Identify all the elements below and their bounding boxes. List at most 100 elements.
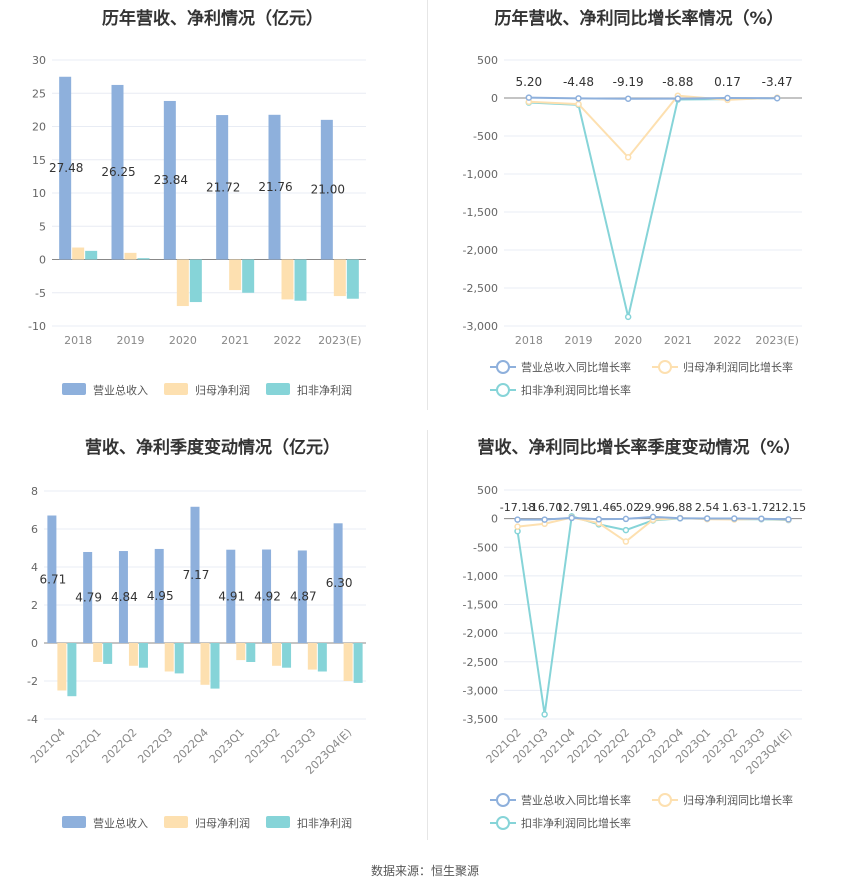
bar-net-profit: [236, 643, 246, 661]
y-tick-label: -4: [27, 713, 38, 726]
bar-net-profit: [307, 643, 317, 670]
quarterly-revenue-profit-chart: 营收、净利季度变动情况（亿元） -4 -2 0 2 4 6 8 6.71 2021Q4 4.79 2…: [0, 425, 425, 845]
point-value-label: 5.20: [515, 75, 542, 89]
series-line-revenue: [528, 96, 778, 100]
bar-deducted-profit: [210, 643, 220, 689]
series-point: [674, 95, 682, 102]
point-value-label: 12.79: [556, 501, 588, 514]
legend-marker: [658, 793, 672, 807]
legend-label: 扣非净利润同比增长率: [521, 816, 631, 830]
legend-marker: [496, 816, 510, 830]
x-tick-label: 2022Q4: [171, 726, 211, 766]
quarterly-line-svg: -3,500 -3,000 -2,500 -2,000 -1,500 -1,000 -500…: [463, 484, 806, 830]
bar-revenue: [111, 84, 124, 260]
series-point: [541, 516, 548, 523]
x-tick-label: 2023Q1: [207, 726, 247, 766]
y-tick-label: 6: [31, 523, 38, 536]
bar-value-label: 4.95: [147, 589, 174, 603]
annual-growth-rate-chart: 历年营收、净利同比增长率情况（%） -3,000 -2,500 -2,000 -1,5…: [428, 0, 850, 410]
x-tick-label: 2019: [565, 334, 593, 347]
series-point: [622, 515, 630, 523]
y-tick-label: 5: [39, 220, 46, 233]
bar-revenue: [320, 119, 333, 260]
bar-net-profit: [176, 259, 189, 307]
x-tick-label: 2023(E): [755, 334, 799, 347]
bar-revenue: [163, 100, 176, 260]
bar-net-profit: [93, 643, 103, 662]
series-point: [624, 95, 632, 102]
bar-value-label: 7.17: [183, 568, 210, 582]
legend-label: 营业总收入同比增长率: [521, 793, 631, 807]
bar-revenue: [47, 515, 57, 643]
legend-swatch: [266, 383, 290, 395]
series-point: [731, 515, 738, 522]
legend-label: 扣非净利润: [297, 816, 352, 830]
bar-deducted-profit: [189, 259, 202, 303]
bar-deducted-profit: [67, 643, 77, 697]
x-tick-label: 2023(E): [318, 334, 362, 347]
point-value-label: -17.18: [500, 501, 535, 514]
series-point: [575, 100, 582, 108]
point-value-label: -5.02: [612, 501, 640, 514]
bar-revenue: [83, 551, 93, 643]
y-tick-label: -3,500: [463, 713, 498, 726]
series-point: [575, 95, 582, 102]
legend-label: 扣非净利润同比增长率: [521, 383, 631, 397]
legend-swatch: [62, 383, 86, 395]
bar-value-label: 4.87: [290, 590, 317, 604]
y-tick-label: -2,000: [463, 627, 498, 640]
bar-value-label: 21.72: [206, 180, 240, 194]
bar-value-label: 4.92: [254, 589, 281, 603]
quarterly-growth-rate-chart: 营收、净利同比增长率季度变动情况（%） -3,500 -3,000 -2,500 -2…: [428, 425, 850, 845]
point-value-label: 0.17: [714, 75, 741, 89]
bar-deducted-profit: [137, 258, 150, 260]
y-tick-label: -2: [27, 675, 38, 688]
bar-deducted-profit: [282, 643, 292, 668]
series-point: [595, 516, 603, 523]
bar-deducted-profit: [353, 643, 363, 683]
series-point: [785, 516, 792, 523]
legend-marker: [658, 360, 672, 374]
legend-swatch: [164, 383, 188, 395]
y-tick-label: -2,000: [463, 244, 498, 257]
series-point: [773, 95, 781, 102]
series-point: [624, 313, 632, 321]
x-tick-label: 2020: [614, 334, 642, 347]
series-point: [724, 94, 731, 102]
bar-net-profit: [72, 247, 85, 260]
series-point: [676, 514, 684, 522]
legend-label: 归母净利润同比增长率: [683, 360, 793, 374]
series-point: [568, 514, 575, 522]
series-line-net-profit: [528, 94, 778, 159]
y-tick-label: 500: [477, 54, 498, 67]
bar-revenue: [190, 506, 200, 643]
chart-title: 营收、净利季度变动情况（亿元）: [85, 438, 340, 458]
chart-title: 营收、净利同比增长率季度变动情况（%）: [477, 438, 801, 458]
vertical-divider: [427, 430, 428, 840]
series-point: [525, 94, 533, 101]
bar-net-profit: [333, 259, 346, 297]
legend-label: 营业总收入同比增长率: [521, 360, 631, 374]
legend-label: 扣非净利润: [297, 383, 352, 397]
point-value-label: -11.46: [581, 501, 616, 514]
y-tick-label: -1,500: [463, 599, 498, 612]
y-tick-label: -3,000: [463, 320, 498, 333]
x-tick-label: 2022Q3: [135, 726, 175, 766]
x-tick-label: 2018: [64, 334, 92, 347]
point-value-label: -9.19: [613, 75, 644, 89]
y-tick-label: -3,000: [463, 684, 498, 697]
bar-value-label: 6.71: [40, 572, 67, 586]
bar-deducted-profit: [138, 643, 148, 668]
bar-revenue: [262, 549, 272, 643]
series-point: [649, 513, 657, 521]
y-tick-label: -5: [35, 287, 46, 300]
y-tick-label: 4: [31, 561, 38, 574]
y-tick-label: 30: [32, 54, 46, 67]
point-value-label: -3.47: [762, 75, 793, 89]
y-tick-label: -500: [473, 541, 498, 554]
y-tick-label: -500: [473, 130, 498, 143]
y-tick-label: 0: [31, 637, 38, 650]
series-point: [624, 154, 632, 161]
series-point: [514, 516, 521, 523]
annual-bar-svg: -10 -5 0 5 10 15 20 25 30 27.48 2018 26.25 2019 23.84…: [28, 54, 366, 397]
